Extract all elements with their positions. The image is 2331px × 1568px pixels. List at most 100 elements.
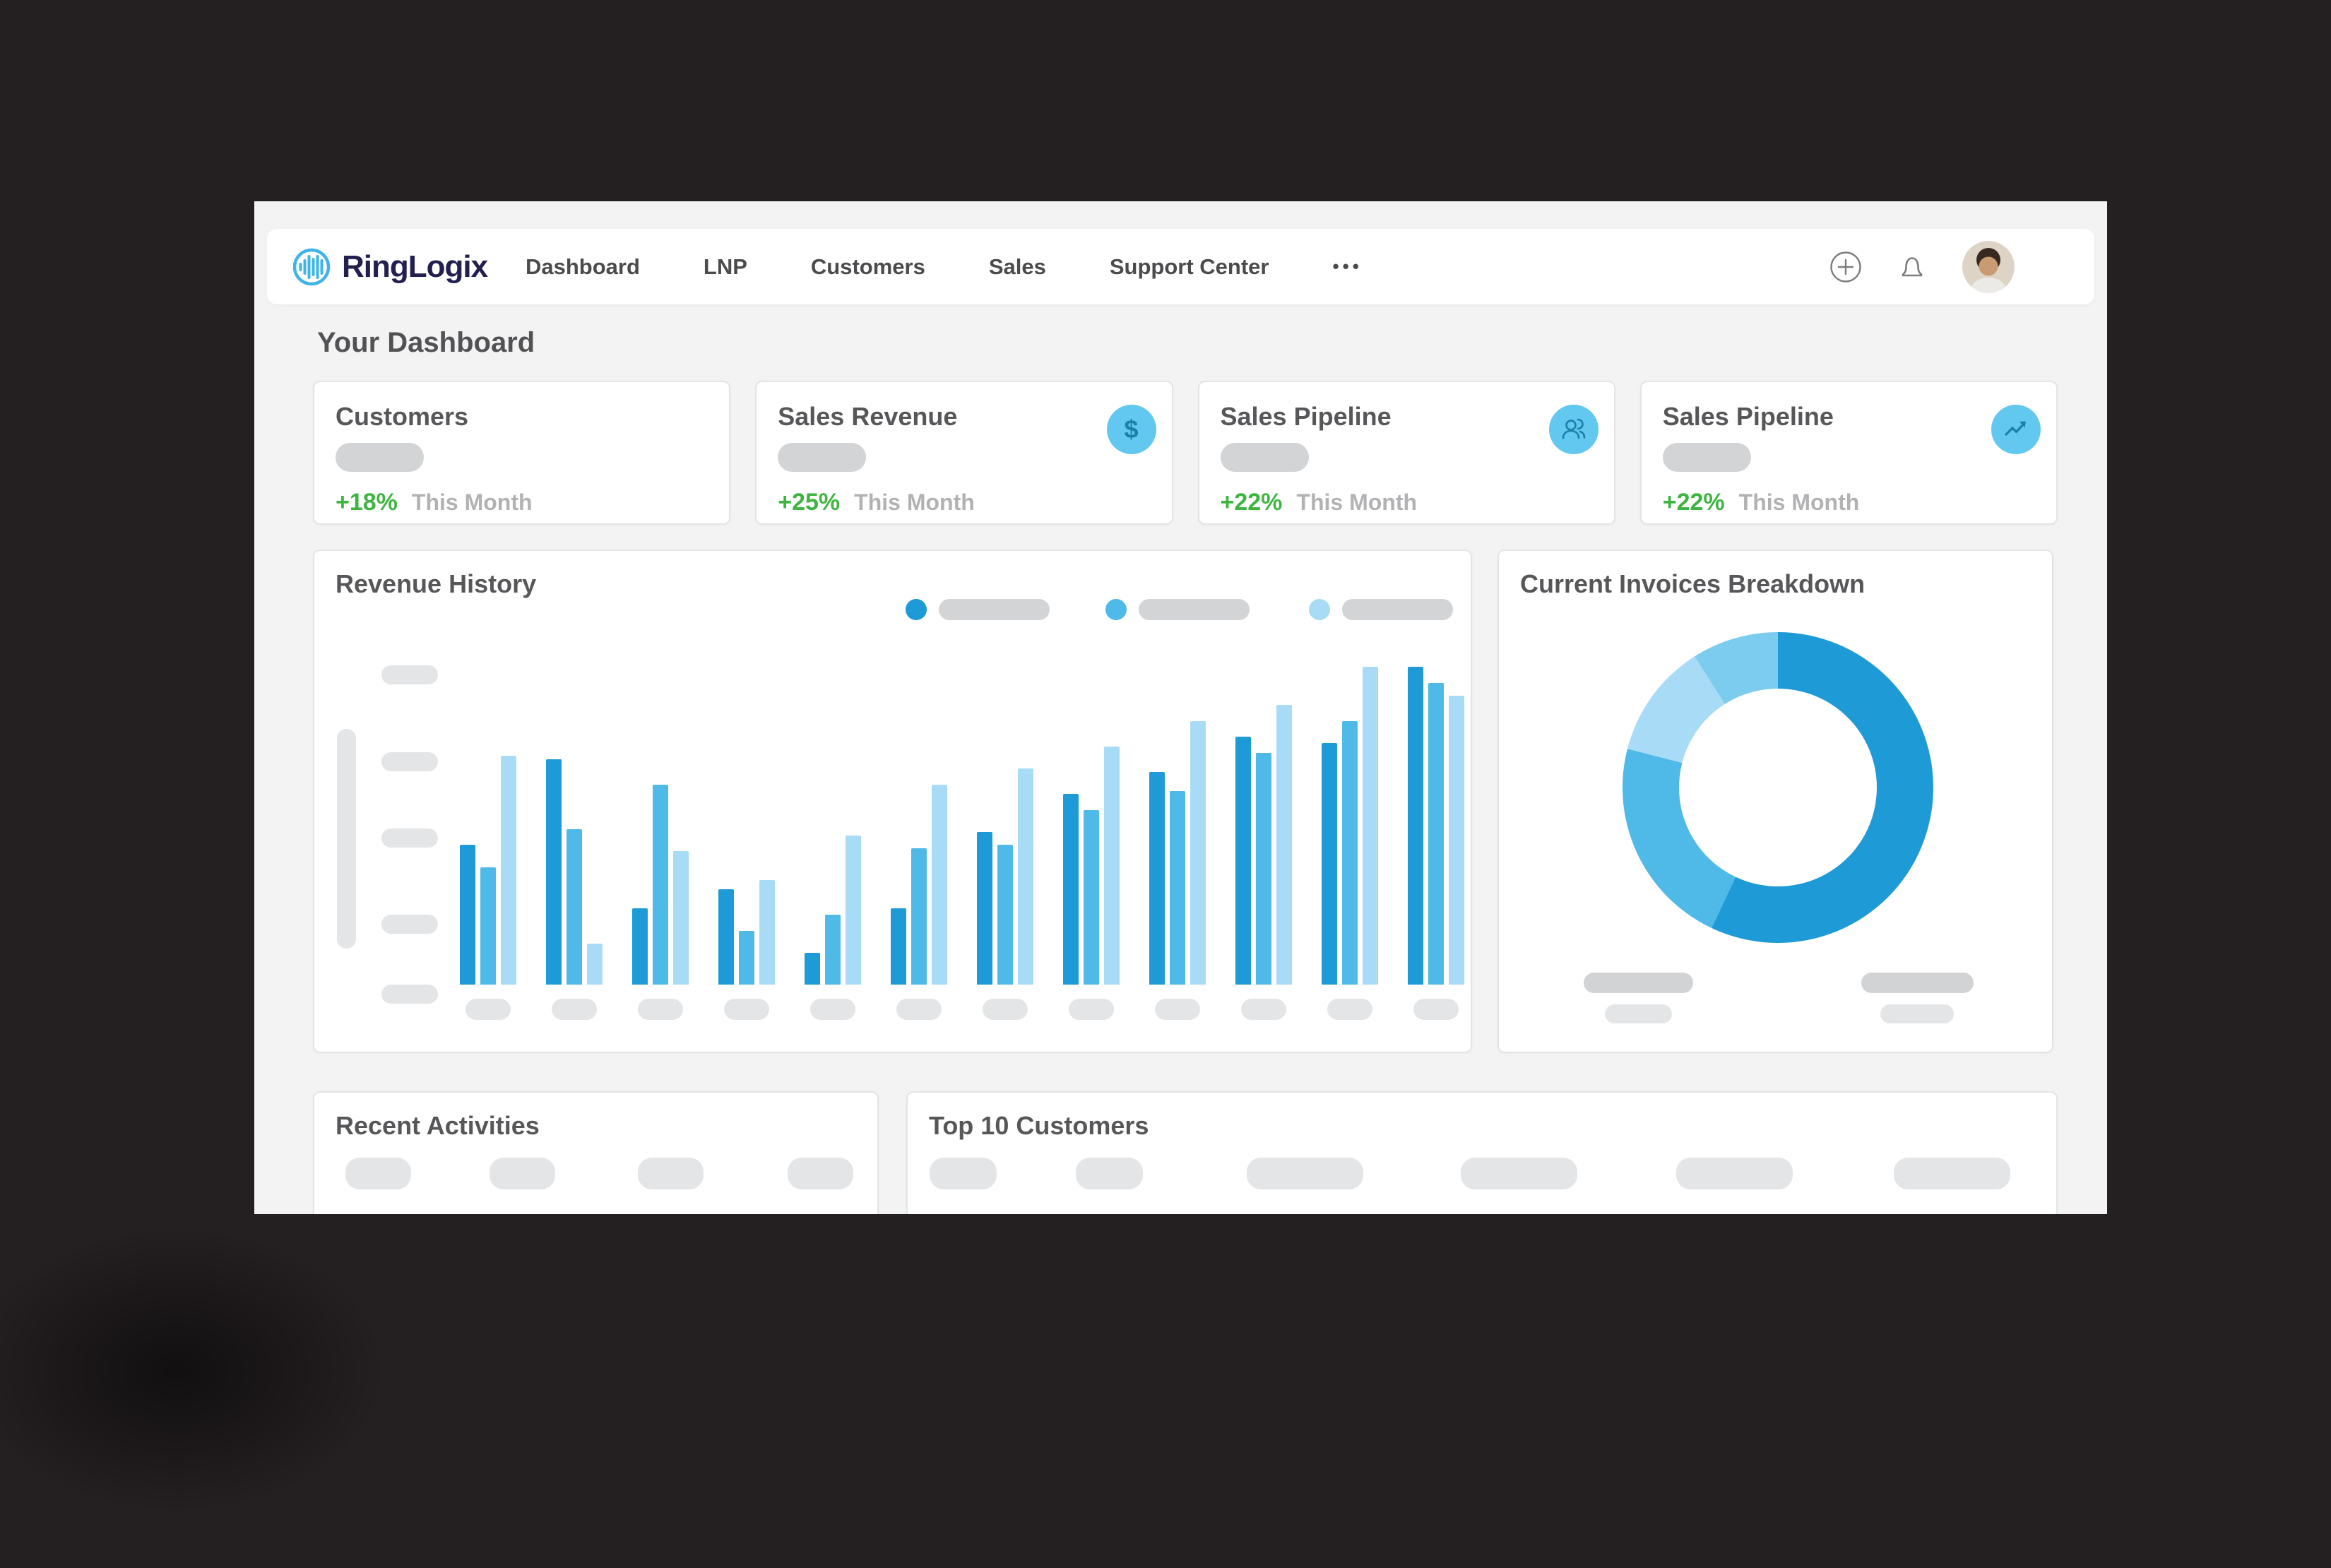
stat-delta: +22% — [1662, 489, 1725, 516]
more-menu-icon[interactable]: ••• — [1332, 256, 1363, 277]
bar-series-3 — [1104, 746, 1120, 985]
stat-delta: +25% — [778, 489, 841, 516]
donut-legend-placeholder — [1861, 973, 1974, 993]
chart-title: Current Invoices Breakdown — [1520, 569, 1866, 598]
x-label-placeholder — [983, 999, 1028, 1020]
dashboard-panel: RingLogix Dashboard LNP Customers Sales … — [254, 201, 2107, 1214]
y-axis-placeholder — [337, 729, 356, 949]
bar-group — [718, 879, 775, 985]
list-item-placeholder — [1076, 1158, 1143, 1189]
nav-item-lnp[interactable]: LNP — [703, 254, 747, 279]
bar-series-1 — [1322, 743, 1337, 985]
bar-series-3 — [759, 879, 775, 985]
stat-period: This Month — [854, 489, 975, 515]
bar-group — [1149, 720, 1206, 985]
revenue-history-card: Revenue History — [313, 550, 1472, 1053]
y-tick-placeholder — [381, 828, 438, 848]
nav-item-customers[interactable]: Customers — [810, 254, 925, 279]
bar-series-3 — [673, 851, 689, 985]
list-item-placeholder — [1676, 1158, 1793, 1189]
stat-card-title: Sales Pipeline — [1662, 402, 1834, 431]
donut-hole — [1679, 689, 1877, 886]
bar-group — [632, 784, 689, 985]
y-tick-placeholder — [381, 915, 438, 934]
legend-item — [906, 599, 1050, 620]
nav-item-sales[interactable]: Sales — [988, 254, 1046, 279]
dollar-icon: $ — [1106, 405, 1156, 454]
bar-series-2 — [653, 784, 668, 985]
bar-group — [1322, 667, 1378, 985]
bar-series-2 — [739, 930, 754, 985]
add-icon[interactable] — [1829, 251, 1862, 283]
bar-group — [977, 768, 1033, 985]
chart-legend — [314, 599, 1471, 620]
top-navigation-bar: RingLogix Dashboard LNP Customers Sales … — [267, 229, 2094, 304]
stat-cards-row: Customers +18% This Month Sales Revenue … — [313, 381, 2058, 525]
bar-series-1 — [805, 953, 820, 985]
bar-series-3 — [1449, 695, 1464, 985]
donut-legend-placeholder-small — [1880, 1004, 1954, 1023]
legend-item — [1105, 599, 1250, 620]
x-label-placeholder — [724, 999, 769, 1020]
bar-series-1 — [977, 832, 992, 985]
list-item-placeholder — [1461, 1158, 1577, 1189]
x-label-placeholder — [1241, 999, 1286, 1020]
bar-series-2 — [1428, 682, 1444, 985]
stat-period: This Month — [1738, 489, 1860, 515]
recent-activities-card: Recent Activities — [313, 1091, 879, 1214]
bar-group — [460, 756, 516, 985]
legend-dot — [1309, 599, 1330, 620]
bar-series-2 — [1256, 752, 1271, 985]
trend-up-icon — [1991, 405, 2041, 454]
y-tick-placeholder — [381, 665, 438, 684]
donut-legend-placeholder-small — [1605, 1004, 1672, 1023]
bar-group — [1408, 667, 1464, 985]
donut-legend-placeholder — [1584, 973, 1693, 993]
brand-logo[interactable]: RingLogix — [292, 229, 488, 304]
bar-series-1 — [1235, 737, 1251, 985]
bar-series-1 — [460, 845, 475, 985]
x-label-placeholder — [552, 999, 597, 1020]
x-label-placeholder — [1413, 999, 1459, 1020]
legend-dot — [1105, 599, 1127, 620]
invoices-breakdown-card: Current Invoices Breakdown — [1497, 550, 2053, 1053]
list-item-placeholder — [930, 1158, 997, 1189]
bar-series-1 — [546, 759, 562, 985]
nav-item-dashboard[interactable]: Dashboard — [526, 254, 640, 279]
bar-group — [546, 759, 603, 985]
nav-item-support-center[interactable]: Support Center — [1109, 254, 1269, 279]
notifications-bell-icon[interactable] — [1899, 252, 1926, 282]
card-title: Top 10 Customers — [929, 1111, 1149, 1140]
bar-series-3 — [932, 784, 947, 985]
brand-name: RingLogix — [342, 249, 488, 284]
chart-title: Revenue History — [336, 569, 537, 598]
x-label-placeholder — [810, 999, 855, 1020]
bar-series-3 — [501, 756, 516, 985]
legend-label-placeholder — [1342, 599, 1453, 620]
bar-group — [1063, 746, 1120, 985]
stat-period: This Month — [411, 489, 533, 515]
value-placeholder — [778, 443, 867, 472]
bar-series-3 — [1363, 667, 1378, 985]
bar-series-3 — [587, 943, 603, 985]
legend-label-placeholder — [1139, 599, 1250, 620]
bar-series-2 — [1084, 809, 1099, 985]
bar-series-3 — [1276, 705, 1292, 985]
list-item-placeholder — [788, 1158, 853, 1189]
user-avatar[interactable] — [1962, 240, 2015, 293]
header-actions — [1829, 229, 2015, 304]
bar-series-1 — [891, 908, 906, 985]
list-item-placeholder — [490, 1158, 555, 1189]
x-label-placeholder — [1069, 999, 1114, 1020]
list-item-placeholder — [638, 1158, 704, 1189]
bar-group — [891, 784, 947, 985]
bar-group — [1235, 705, 1292, 985]
value-placeholder — [336, 443, 424, 472]
legend-item — [1309, 599, 1453, 620]
bar-series-1 — [1063, 794, 1079, 985]
legend-dot — [906, 599, 927, 620]
stat-delta: +22% — [1220, 489, 1283, 516]
y-tick-placeholder — [381, 752, 438, 771]
list-item-placeholder — [345, 1158, 411, 1189]
list-item-placeholder — [1247, 1158, 1363, 1189]
